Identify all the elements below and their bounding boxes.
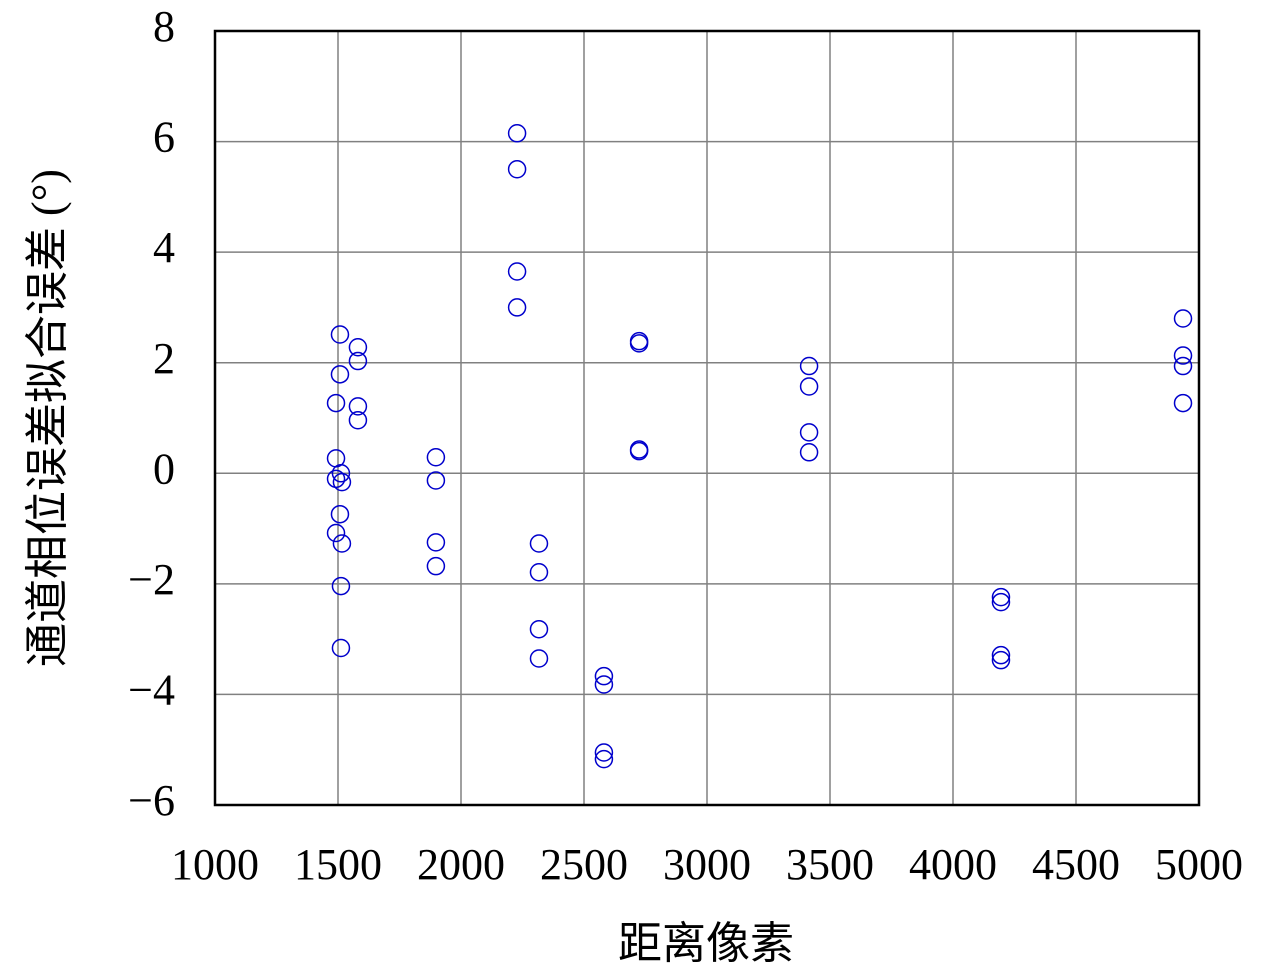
point [629, 440, 649, 459]
point [326, 523, 346, 543]
y-tick-label: −2 [128, 555, 175, 604]
point [426, 471, 446, 490]
x-tick-label: 2500 [540, 840, 628, 889]
point [330, 365, 350, 384]
x-tick-label: 3500 [786, 840, 874, 889]
y-tick-label: 4 [153, 223, 175, 272]
point [799, 443, 819, 462]
y-tick-label: 8 [153, 2, 175, 51]
point [426, 533, 446, 552]
point [799, 423, 819, 442]
x-tick-label: 1000 [171, 840, 259, 889]
point [991, 592, 1011, 612]
y-tick-label: 2 [153, 334, 175, 383]
point [507, 262, 527, 281]
point [594, 666, 614, 686]
point [332, 472, 352, 492]
x-tick-label: 5000 [1155, 840, 1243, 889]
y-tick-label: −4 [128, 666, 175, 715]
point [331, 464, 351, 483]
point [529, 619, 549, 639]
x-tick-label: 4000 [909, 840, 997, 889]
x-axis-label: 距离像素 [618, 919, 794, 968]
point [507, 298, 527, 317]
point [1173, 309, 1193, 328]
point [991, 650, 1011, 670]
point [330, 325, 350, 344]
x-tick-label: 2000 [417, 840, 505, 889]
point [594, 743, 614, 762]
point [348, 410, 368, 430]
x-tick-label: 4500 [1032, 840, 1120, 889]
point [507, 124, 527, 143]
point [529, 649, 549, 668]
point [1173, 346, 1193, 365]
x-tick-label: 3000 [663, 840, 751, 889]
point [629, 334, 649, 353]
point [799, 377, 819, 396]
point [594, 675, 614, 694]
point [330, 504, 350, 524]
y-tick-label: 6 [153, 113, 175, 162]
point [991, 645, 1011, 665]
y-tick-label: −6 [128, 776, 175, 825]
point [426, 448, 446, 467]
point [799, 356, 819, 376]
point [348, 351, 368, 371]
point [326, 393, 346, 413]
point [331, 638, 351, 658]
y-axis-label: 通道相位误差拟合误差 (°) [23, 169, 72, 667]
point [1173, 393, 1193, 413]
point [629, 441, 649, 461]
point [426, 556, 446, 576]
point [1173, 356, 1193, 376]
point [529, 534, 549, 553]
point [348, 337, 368, 357]
point [331, 576, 351, 596]
plot-frame [213, 29, 1201, 807]
point [332, 534, 352, 553]
y-tick-label: 0 [153, 444, 175, 493]
point [348, 397, 368, 416]
point [507, 159, 527, 179]
x-tick-label: 1500 [294, 840, 382, 889]
point [594, 749, 614, 769]
point [991, 587, 1011, 607]
point [529, 562, 549, 582]
